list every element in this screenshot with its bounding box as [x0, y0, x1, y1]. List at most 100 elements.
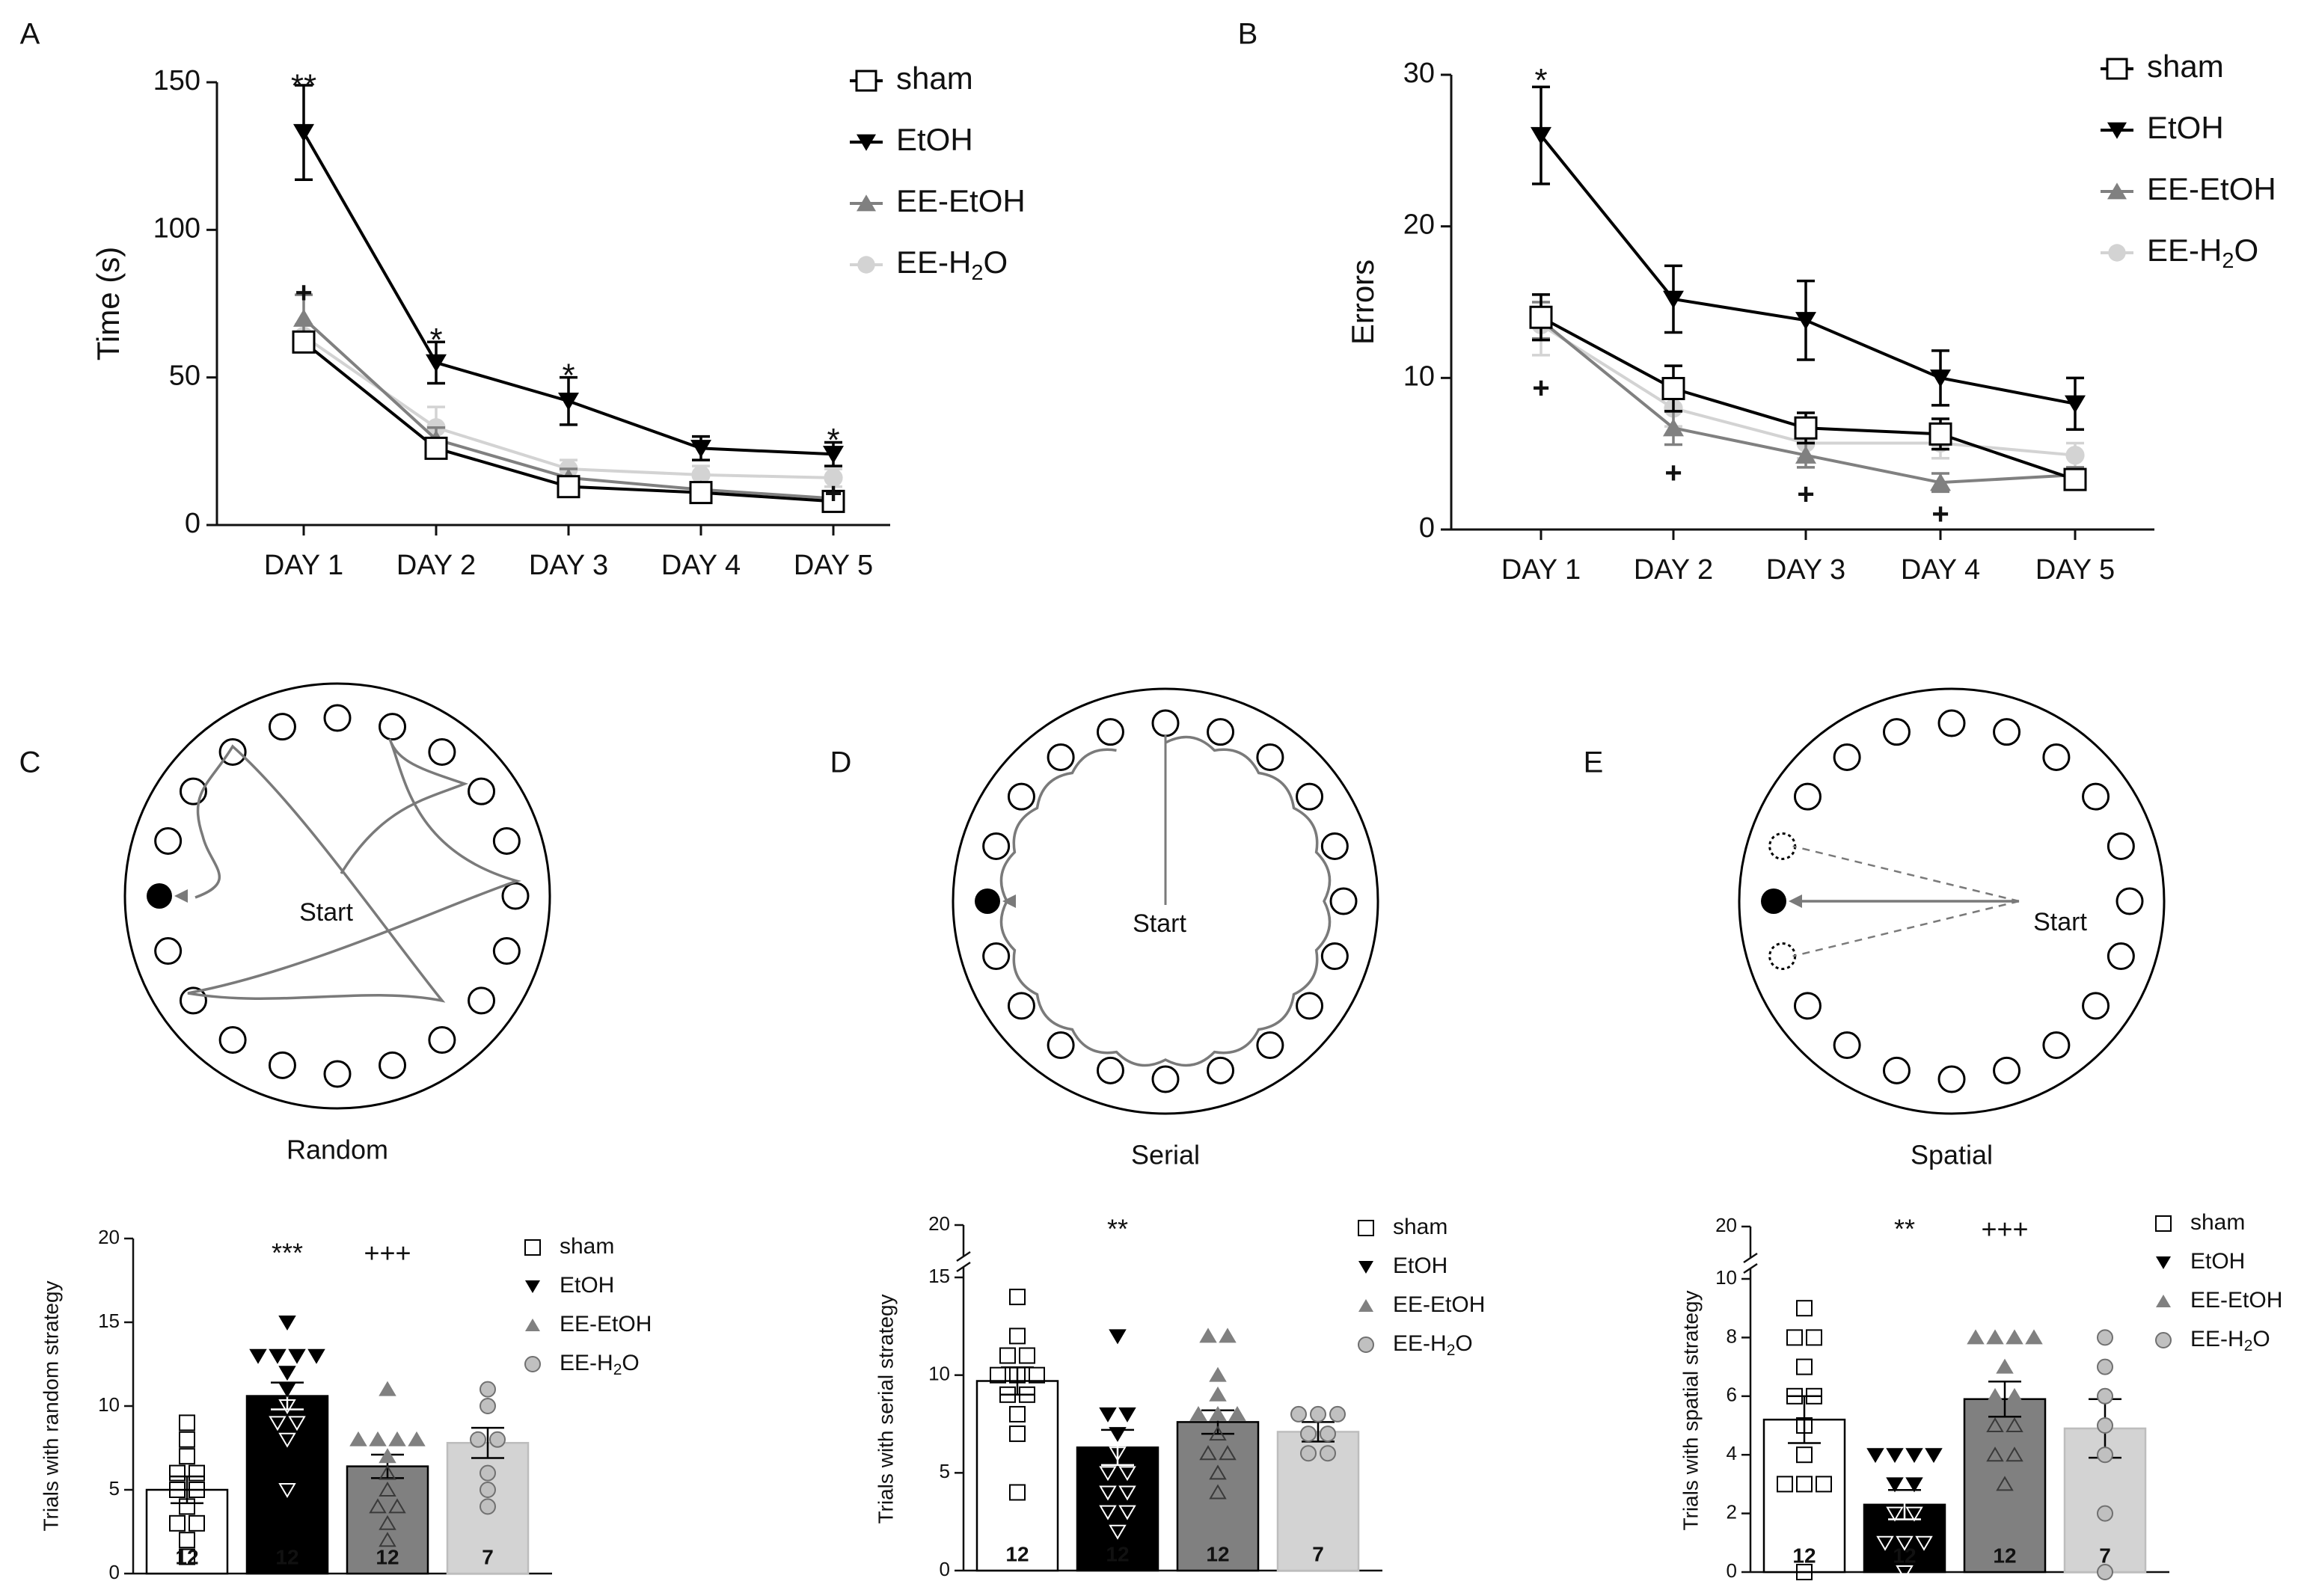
y-axis-title: Errors	[1345, 260, 1380, 345]
data-point	[470, 1431, 486, 1448]
hole	[1047, 1031, 1075, 1060]
data-point	[1099, 1505, 1117, 1520]
data-point	[1209, 1484, 1227, 1500]
y-axis-title: Trials with serial strategy	[874, 1294, 897, 1523]
data-point	[557, 475, 580, 499]
y-tick-label: 0	[1727, 1559, 1737, 1582]
y-tick-label: 15	[98, 1310, 120, 1332]
hole	[1768, 942, 1797, 971]
significance-mark: +++	[364, 1238, 411, 1268]
data-point	[2006, 1329, 2023, 1345]
data-point	[1996, 1476, 2014, 1491]
bar-group-sham: 12	[1762, 1300, 1846, 1580]
data-point	[293, 309, 314, 327]
data-point	[1795, 312, 1816, 330]
sample-size: 12	[175, 1545, 198, 1568]
data-point	[691, 465, 711, 485]
data-point	[480, 1398, 496, 1414]
maze-serial: Start Serial	[952, 687, 1379, 1170]
path-arrowhead	[1789, 894, 1802, 908]
y-axis-title: Trials with random strategy	[39, 1280, 62, 1531]
hole	[1207, 1056, 1235, 1084]
sample-size: 12	[376, 1545, 399, 1568]
data-point	[1796, 1358, 1813, 1375]
data-point	[1663, 418, 1684, 437]
data-point	[1796, 1300, 1813, 1317]
data-point	[379, 1448, 396, 1464]
x-tick-label: DAY 5	[794, 550, 873, 581]
data-point	[369, 1431, 387, 1446]
y-tick-label: 10	[98, 1393, 120, 1416]
hole	[379, 1051, 407, 1079]
data-point	[1118, 1485, 1136, 1501]
hole	[468, 777, 496, 805]
data-point	[1109, 1524, 1127, 1540]
data-point	[1329, 1405, 1346, 1422]
sample-size: 12	[275, 1545, 298, 1568]
legend-marker	[524, 1356, 541, 1372]
legend-item-3: EE-H2O	[2101, 233, 2258, 273]
data-point	[1905, 1506, 1923, 1522]
hole	[2082, 782, 2110, 811]
legend-item-0: sham	[524, 1234, 614, 1259]
hole	[1007, 782, 1035, 811]
axis-break	[1743, 1252, 1758, 1264]
data-point	[1661, 377, 1685, 401]
y-tick-label: 0	[109, 1561, 120, 1583]
legend-marker	[2108, 244, 2126, 262]
x-tick-label: DAY 1	[1501, 554, 1581, 586]
y-tick-label: 8	[1727, 1325, 1737, 1347]
data-point	[379, 1381, 396, 1396]
legend-label: EtOH	[896, 122, 973, 157]
x-tick-label: DAY 3	[529, 550, 608, 581]
x-tick-label: DAY 3	[1766, 554, 1845, 586]
data-point	[189, 1464, 205, 1482]
significance-mark: *	[827, 422, 839, 458]
y-tick-label: 30	[1403, 58, 1435, 89]
bar-group-etoh: 12	[1076, 1329, 1159, 1572]
sample-size: 12	[1792, 1544, 1816, 1567]
data-point	[990, 1366, 1006, 1384]
data-point	[1986, 1387, 2004, 1403]
data-point	[690, 440, 711, 458]
data-point	[1099, 1466, 1117, 1482]
y-tick-label: 20	[1715, 1214, 1737, 1236]
data-point	[1009, 1425, 1026, 1443]
legend-marker	[1358, 1336, 1374, 1353]
series-line	[1539, 134, 2076, 405]
data-point	[1531, 126, 1551, 145]
data-point	[307, 1348, 325, 1364]
legend-item-2: EE-EtOH	[2156, 1288, 2282, 1313]
data-point	[1009, 1484, 1026, 1501]
data-point	[278, 1483, 296, 1498]
data-point	[1310, 1405, 1326, 1422]
data-point	[1795, 446, 1816, 464]
data-point	[1896, 1535, 1914, 1551]
legend-label: EE-H2O	[1393, 1331, 1473, 1359]
data-point	[1099, 1485, 1117, 1501]
data-point	[2097, 1387, 2113, 1405]
data-point	[1019, 1347, 1035, 1364]
data-point	[1905, 1448, 1923, 1464]
legend-marker	[2107, 122, 2127, 139]
data-point	[426, 354, 447, 372]
data-point	[1816, 1476, 1832, 1493]
bar-group-ee-etoh: 12	[346, 1381, 429, 1575]
hole	[1329, 887, 1358, 915]
hole	[468, 986, 496, 1015]
data-point	[278, 1366, 296, 1381]
data-point	[269, 1348, 287, 1364]
legend-label: EtOH	[560, 1273, 614, 1298]
axis-break	[956, 1250, 971, 1262]
data-point	[2065, 395, 2086, 414]
data-point	[1320, 1425, 1336, 1443]
data-point	[2097, 1505, 2113, 1522]
data-point	[1109, 1329, 1127, 1345]
series-etoh	[293, 84, 844, 467]
y-tick-label: 50	[169, 360, 200, 392]
data-point	[249, 1348, 267, 1364]
hole	[1296, 992, 1324, 1020]
significance-mark: +++	[1981, 1214, 2028, 1244]
hole	[1320, 942, 1349, 971]
